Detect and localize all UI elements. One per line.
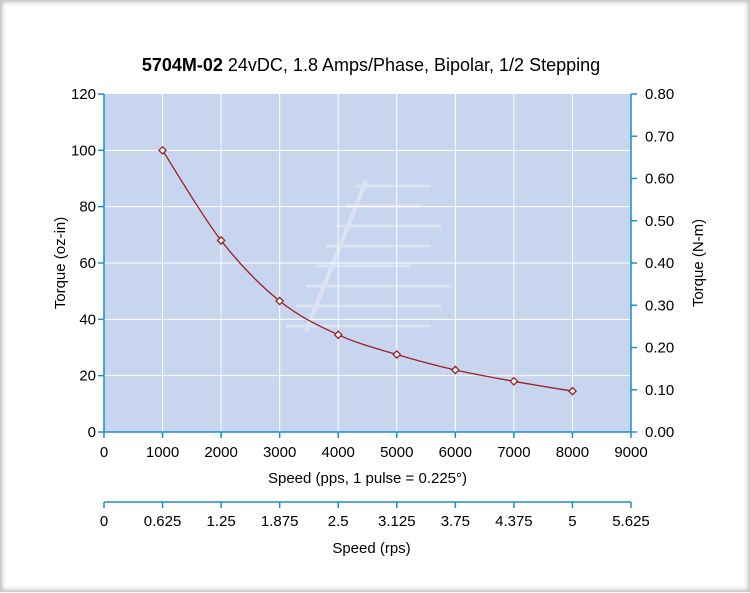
y-tick-label-right: 0.00 bbox=[645, 424, 674, 441]
x-secondary-tick-label: 0 bbox=[100, 513, 108, 530]
y-tick-label-left: 100 bbox=[71, 142, 96, 159]
x-secondary-tick-label: 4.375 bbox=[495, 513, 533, 530]
y-tick-label-right: 0.20 bbox=[645, 340, 674, 357]
x-tick-label: 6000 bbox=[439, 444, 472, 461]
axes bbox=[98, 93, 637, 508]
x-tick-label: 8000 bbox=[556, 444, 589, 461]
series-line bbox=[158, 145, 577, 396]
y-tick-label-right: 0.50 bbox=[645, 213, 674, 230]
data-point-marker bbox=[216, 235, 226, 245]
x-axis-secondary-label: Speed (rps) bbox=[332, 540, 410, 557]
x-secondary-tick-label: 3.75 bbox=[441, 513, 470, 530]
x-tick-label: 1000 bbox=[146, 444, 179, 461]
x-secondary-tick-label: 1.875 bbox=[261, 513, 299, 530]
x-secondary-tick-label: 5 bbox=[568, 513, 576, 530]
watermark-stroke bbox=[304, 180, 368, 332]
y-tick-label-left: 40 bbox=[79, 311, 96, 328]
logo-watermark bbox=[286, 180, 451, 332]
data-point-marker bbox=[275, 296, 285, 306]
data-point-marker bbox=[509, 376, 519, 386]
x-tick-label: 3000 bbox=[263, 444, 296, 461]
x-tick-label: 0 bbox=[100, 444, 108, 461]
data-point-marker bbox=[392, 350, 402, 360]
y-axis-label-left: Torque (oz-in) bbox=[52, 217, 69, 310]
y-tick-label-left: 120 bbox=[71, 86, 96, 103]
chart-title: 5704M-02 24vDC, 1.8 Amps/Phase, Bipolar,… bbox=[142, 55, 600, 75]
x-tick-label: 5000 bbox=[380, 444, 413, 461]
x-secondary-tick-label: 0.625 bbox=[144, 513, 182, 530]
x-secondary-tick-label: 5.625 bbox=[612, 513, 650, 530]
x-tick-label: 4000 bbox=[322, 444, 355, 461]
y-tick-label-left: 0 bbox=[88, 424, 96, 441]
chart-title-specs: 24vDC, 1.8 Amps/Phase, Bipolar, 1/2 Step… bbox=[223, 55, 600, 75]
grid-lines bbox=[104, 94, 631, 432]
x-secondary-tick-label: 2.5 bbox=[328, 513, 349, 530]
x-tick-label: 9000 bbox=[614, 444, 647, 461]
data-point-marker bbox=[158, 145, 168, 155]
x-axis-label: Speed (pps, 1 pulse = 0.225°) bbox=[268, 470, 467, 487]
y-tick-label-left: 20 bbox=[79, 368, 96, 385]
x-tick-label: 2000 bbox=[204, 444, 237, 461]
x-secondary-tick-label: 3.125 bbox=[378, 513, 416, 530]
y-tick-label-right: 0.70 bbox=[645, 128, 674, 145]
data-point-marker bbox=[567, 386, 577, 396]
y-tick-label-left: 80 bbox=[79, 199, 96, 216]
data-point-marker bbox=[450, 365, 460, 375]
chart-title-model: 5704M-02 bbox=[142, 55, 223, 75]
y-tick-label-right: 0.40 bbox=[645, 255, 674, 272]
y-tick-label-right: 0.60 bbox=[645, 171, 674, 188]
data-point-marker bbox=[333, 330, 343, 340]
x-tick-label: 7000 bbox=[497, 444, 530, 461]
y-tick-label-right: 0.30 bbox=[645, 297, 674, 314]
y-tick-label-right: 0.80 bbox=[645, 86, 674, 103]
y-tick-label-left: 60 bbox=[79, 255, 96, 272]
tick-labels: 0 20 40 60 80 100 120 0.00 0.10 0.20 0.30 0.40 0.50 0… bbox=[71, 86, 674, 530]
x-secondary-tick-label: 1.25 bbox=[207, 513, 236, 530]
y-tick-label-right: 0.10 bbox=[645, 382, 674, 399]
y-axis-label-right: Torque (N-m) bbox=[690, 219, 707, 307]
